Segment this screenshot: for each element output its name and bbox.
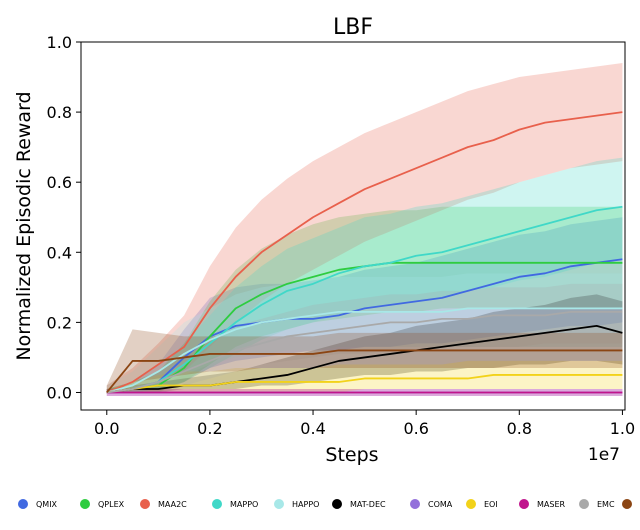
legend-item-eoi: EOI — [466, 499, 498, 509]
y-axis-label: Normalized Episodic Reward — [13, 91, 35, 360]
line-qmix — [106, 258, 623, 394]
x-axis: 0.0 0.2 0.4 0.6 0.8 1.0 — [94, 410, 635, 438]
band-cds — [106, 329, 623, 393]
x-tick-label: 0.0 — [94, 419, 119, 438]
band-mat-dec — [106, 294, 623, 393]
line-emc — [106, 310, 623, 394]
line-eoi — [106, 374, 623, 394]
legend-label: COMA — [428, 500, 453, 509]
y-tick-label: 0.2 — [47, 313, 72, 332]
x-tick-label: 0.2 — [197, 419, 222, 438]
legend-marker — [332, 499, 342, 509]
legend-item-coma: COMA — [410, 499, 453, 509]
legend-marker — [80, 499, 90, 509]
band-eoi — [106, 360, 623, 393]
series-lines — [106, 111, 623, 394]
legend-item-mappo: MAPPO — [212, 499, 258, 509]
legend-label: MAA2C — [158, 500, 187, 509]
legend-label: MAPPO — [230, 500, 258, 509]
line-maa2c — [106, 111, 623, 394]
line-happo — [106, 307, 623, 394]
y-tick-label: 1.0 — [47, 33, 72, 52]
y-tick-label: 0.8 — [47, 103, 72, 122]
y-tick-label: 0.4 — [47, 243, 72, 262]
y-axis: 0.0 0.2 0.4 0.6 0.8 1.0 — [47, 33, 81, 402]
chart-title: LBF — [333, 15, 373, 40]
line-mappo — [106, 205, 623, 394]
legend-label: QPLEX — [98, 500, 125, 509]
band-mappo — [106, 157, 623, 393]
legend-item-qplex: QPLEX — [80, 499, 125, 509]
legend-marker — [579, 499, 589, 509]
legend-item-emc: EMC — [579, 499, 615, 509]
legend-label: MAT-DEC — [350, 500, 386, 509]
band-happo — [106, 273, 623, 393]
legend-marker — [622, 499, 632, 509]
legend-item-cds: CDS — [622, 499, 632, 509]
x-axis-offset-label: 1e7 — [588, 445, 620, 465]
band-maa2c — [106, 63, 623, 393]
legend-item-mat-dec: MAT-DEC — [332, 499, 386, 509]
legend-marker — [140, 499, 150, 509]
line-cds — [106, 349, 623, 394]
legend-marker — [466, 499, 476, 509]
x-tick-label: 0.4 — [300, 419, 325, 438]
x-tick-label: 0.8 — [507, 419, 532, 438]
legend-item-qmix: QMIX — [18, 499, 58, 509]
legend-label: EMC — [597, 500, 615, 509]
legend-marker — [18, 499, 28, 509]
legend-marker — [519, 499, 529, 509]
band-emc — [106, 283, 623, 393]
legend-item-maser: MASER — [519, 499, 566, 509]
x-tick-label: 1.0 — [610, 419, 635, 438]
band-qplex — [106, 206, 623, 393]
legend-label: EOI — [484, 500, 498, 509]
legend-marker — [212, 499, 222, 509]
legend-label: MASER — [537, 500, 566, 509]
legend-item-happo: HAPPO — [274, 499, 319, 509]
legend-label: HAPPO — [292, 500, 319, 509]
y-tick-label: 0.0 — [47, 383, 72, 402]
x-tick-label: 0.6 — [403, 419, 428, 438]
x-axis-label: Steps — [325, 444, 378, 466]
legend-label: QMIX — [36, 500, 58, 509]
band-qmix — [106, 217, 623, 393]
plot-area-frame — [80, 41, 626, 411]
legend-item-maa2c: MAA2C — [140, 499, 187, 509]
confidence-bands — [106, 63, 623, 396]
legend-marker — [410, 499, 420, 509]
legend-marker — [274, 499, 284, 509]
y-tick-label: 0.6 — [47, 173, 72, 192]
legend: QMIX QPLEX MAA2C MAPPO HAPPO MAT-DEC COMA EOI MA… — [18, 499, 632, 509]
